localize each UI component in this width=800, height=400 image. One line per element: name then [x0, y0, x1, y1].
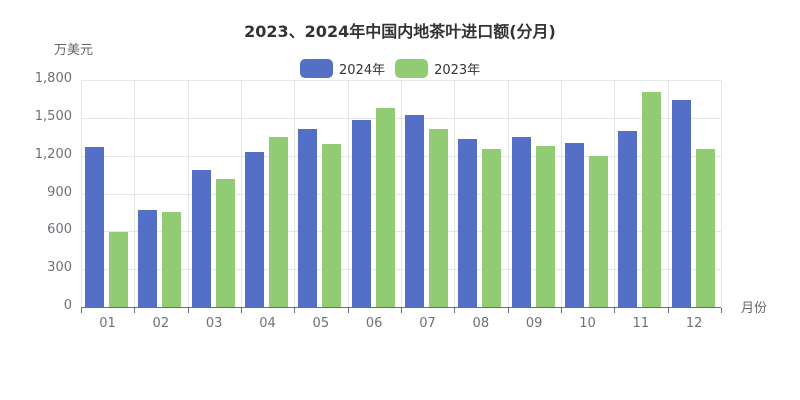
- x-tick-label: 01: [99, 316, 116, 331]
- y-tick-label: 0: [63, 298, 72, 313]
- bar-2024-02[interactable]: [138, 209, 158, 307]
- bar-2024-11[interactable]: [618, 131, 638, 307]
- legend-swatch-2023-icon: [395, 59, 429, 78]
- legend-label-2023: 2023年: [434, 63, 481, 78]
- x-tick: [667, 308, 669, 313]
- bar-2023-09[interactable]: [535, 145, 555, 307]
- bar-2024-12[interactable]: [671, 99, 691, 307]
- x-tick: [561, 308, 562, 313]
- bar-2023-12[interactable]: [695, 149, 715, 307]
- x-tick: [614, 308, 616, 313]
- x-tick: [507, 308, 509, 313]
- plot-area: [81, 80, 722, 313]
- bar-2024-04[interactable]: [245, 151, 264, 307]
- bar-2024-03[interactable]: [191, 170, 211, 307]
- gridline-vertical: [667, 80, 669, 307]
- x-axis-line: [81, 307, 721, 308]
- x-tick: [81, 308, 82, 313]
- x-tick-label: 03: [205, 316, 223, 331]
- bar-2023-03[interactable]: [215, 179, 235, 307]
- x-tick-label: 02: [152, 316, 170, 331]
- y-tick-label: 1,800: [34, 71, 72, 86]
- gridline-vertical: [134, 80, 136, 307]
- bar-2024-05[interactable]: [298, 129, 318, 307]
- y-axis-label: 万美元: [54, 43, 94, 58]
- bar-2023-11[interactable]: [642, 91, 662, 307]
- x-tick: [134, 308, 136, 313]
- gridline-vertical: [241, 80, 242, 307]
- y-tick-label: 600: [47, 222, 72, 238]
- gridline-vertical: [187, 80, 189, 307]
- x-tick: [294, 308, 296, 313]
- x-tick: [454, 308, 456, 313]
- x-tick: [187, 308, 189, 313]
- bar-2024-07[interactable]: [405, 115, 424, 307]
- x-tick-label: 07: [419, 316, 436, 331]
- bar-2023-01[interactable]: [109, 231, 128, 307]
- x-tick-label: 04: [259, 316, 276, 331]
- x-tick-label: 05: [312, 316, 330, 331]
- bar-2023-04[interactable]: [269, 136, 288, 307]
- gridline-vertical: [561, 80, 562, 307]
- legend-swatch-2024-icon: [300, 59, 333, 78]
- x-tick: [241, 308, 242, 313]
- gridline-vertical: [347, 80, 349, 307]
- x-tick: [721, 308, 722, 313]
- bar-2024-01[interactable]: [85, 146, 104, 307]
- x-tick-label: 06: [365, 316, 383, 331]
- x-tick-label: 11: [632, 316, 650, 331]
- bar-2023-07[interactable]: [429, 129, 448, 307]
- gridline-vertical: [614, 80, 616, 307]
- y-tick-label: 300: [47, 260, 72, 276]
- x-axis-label: 月份: [741, 301, 768, 316]
- y-tick-label: 1,500: [34, 108, 72, 124]
- gridline-vertical: [507, 80, 509, 307]
- legend-item-2023[interactable]: 2023年: [395, 59, 480, 78]
- bar-2023-10[interactable]: [589, 156, 608, 307]
- bar-2023-06[interactable]: [375, 108, 395, 307]
- bar-2023-08[interactable]: [482, 149, 502, 307]
- y-tick-label: 900: [47, 184, 72, 200]
- bar-2024-06[interactable]: [351, 120, 371, 307]
- legend: 2024年 2023年: [300, 59, 480, 78]
- x-tick-label: 09: [525, 316, 543, 331]
- x-tick-label: 08: [472, 316, 490, 331]
- x-tick-label: 12: [685, 316, 703, 331]
- x-tick-label: 10: [579, 316, 596, 331]
- gridline-vertical: [294, 80, 296, 307]
- gridline-vertical: [721, 80, 722, 307]
- legend-item-2024[interactable]: 2024年: [300, 59, 385, 78]
- gridline-vertical: [454, 80, 456, 307]
- legend-label-2024: 2024年: [339, 63, 386, 78]
- bar-2024-09[interactable]: [511, 137, 531, 307]
- y-tick-label: 1,200: [34, 146, 72, 162]
- gridline-vertical: [401, 80, 402, 307]
- bar-2023-05[interactable]: [322, 143, 342, 307]
- bar-2024-10[interactable]: [565, 143, 584, 307]
- chart-title: 2023、2024年中国内地茶叶进口额(分月): [244, 22, 556, 41]
- x-tick: [347, 308, 349, 313]
- gridline-vertical: [81, 80, 82, 307]
- bar-2023-02[interactable]: [162, 211, 182, 307]
- bar-2024-08[interactable]: [458, 138, 478, 307]
- x-tick: [401, 308, 402, 313]
